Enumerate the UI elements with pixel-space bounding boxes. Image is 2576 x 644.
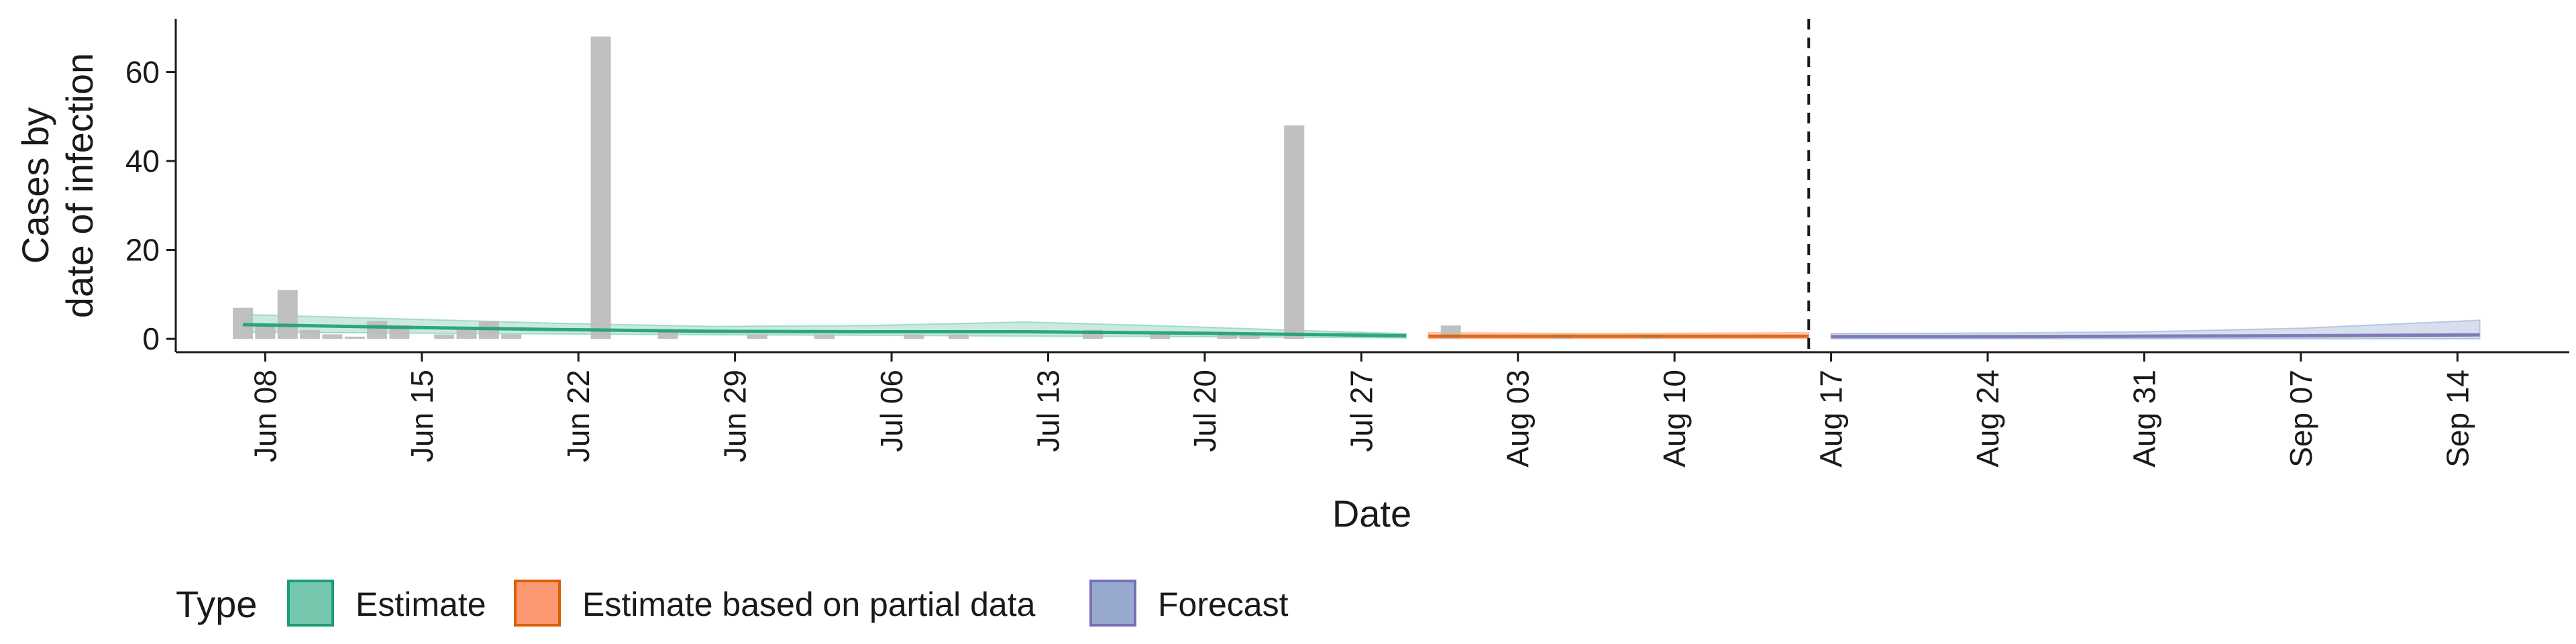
median-lines-layer xyxy=(242,323,2480,339)
x-tick-label: Aug 31 xyxy=(2127,370,2161,468)
case-bar xyxy=(344,336,365,339)
x-tick-label: Jun 29 xyxy=(718,370,753,462)
case-bar xyxy=(747,334,767,339)
x-tick-label: Sep 07 xyxy=(2284,370,2318,468)
case-bar xyxy=(949,334,969,339)
case-bar xyxy=(904,334,924,339)
legend-label: Estimate xyxy=(356,586,486,623)
x-tick-label: Jul 20 xyxy=(1187,370,1222,452)
y-tick-label: 0 xyxy=(142,321,160,356)
median-line-estimate xyxy=(242,323,1407,337)
y-axis-label-line-1: Cases by xyxy=(14,107,56,264)
case-bar xyxy=(814,334,835,339)
x-tick-label: Aug 24 xyxy=(1970,370,2005,468)
legend-label: Estimate based on partial data xyxy=(582,586,1036,623)
x-tick-label: Jul 13 xyxy=(1030,370,1065,452)
case-bar xyxy=(1239,334,1260,339)
case-bar xyxy=(1217,334,1238,339)
x-tick-label: Jun 22 xyxy=(561,370,596,462)
x-tick-label: Sep 14 xyxy=(2440,370,2475,468)
case-bar xyxy=(501,334,522,339)
case-bar xyxy=(367,321,388,339)
case-bar xyxy=(277,290,298,339)
y-axis: 0 20 40 60 Cases by date of infection xyxy=(14,19,177,356)
case-bar xyxy=(300,329,321,339)
y-axis-label-line-2: date of infection xyxy=(58,53,101,318)
x-tick-label: Aug 03 xyxy=(1501,370,1536,468)
case-bar xyxy=(590,36,611,339)
legend: Type Estimate Estimate based on partial d… xyxy=(176,580,1289,627)
case-bar xyxy=(1284,125,1305,339)
x-tick-label: Jun 08 xyxy=(248,370,282,462)
median-line-forecast xyxy=(1831,333,2480,339)
y-ticks: 0 20 40 60 xyxy=(125,55,176,356)
x-tick-label: Jul 06 xyxy=(874,370,909,452)
x-axis-label: Date xyxy=(1332,492,1411,535)
x-tick-label: Aug 17 xyxy=(1814,370,1849,468)
legend-swatch-estimate xyxy=(287,580,334,627)
x-tick-label: Jul 27 xyxy=(1344,370,1379,452)
case-bar xyxy=(434,334,455,339)
y-tick-label: 60 xyxy=(125,55,160,90)
x-tick-label: Aug 10 xyxy=(1657,370,1692,468)
plot-area xyxy=(233,19,2481,352)
legend-title: Type xyxy=(176,583,257,625)
x-axis: Jun 08 Jun 15 Jun 22 Jun 29 Jul 06 Jul 13 Jul … xyxy=(176,351,2569,535)
bars-layer xyxy=(233,36,1662,339)
case-bar xyxy=(456,329,477,339)
legend-swatch-forecast xyxy=(1089,580,1136,627)
case-bar xyxy=(322,334,343,339)
x-ticks: Jun 08 Jun 15 Jun 22 Jun 29 Jul 06 Jul 13 Jul … xyxy=(248,352,2475,468)
y-tick-label: 40 xyxy=(125,144,160,178)
case-bar xyxy=(255,325,276,339)
y-tick-label: 20 xyxy=(125,233,160,268)
case-bar xyxy=(1150,334,1171,339)
legend-swatch-estimate-based-on-partial-data xyxy=(514,580,561,627)
legend-label: Forecast xyxy=(1158,586,1289,623)
x-tick-label: Jun 15 xyxy=(405,370,439,462)
